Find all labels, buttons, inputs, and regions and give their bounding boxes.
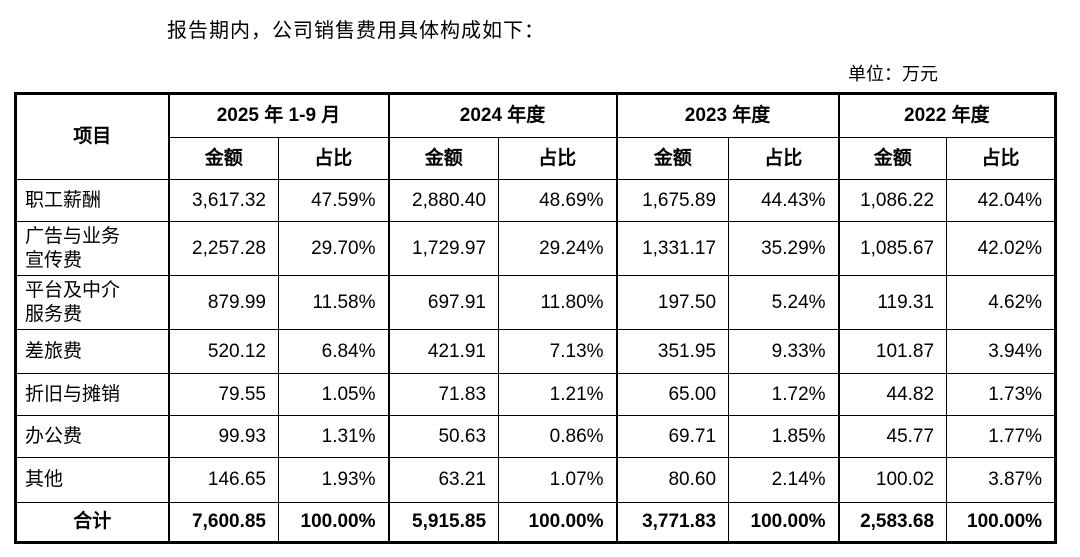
cell-value: 119.31 (837, 275, 948, 330)
row-label: 办公费 (15, 415, 169, 458)
row-label: 职工薪酬 (15, 179, 169, 222)
table-total-row: 合计 7,600.85 100.00% 5,915.85 100.00% 3,7… (15, 502, 1057, 543)
header-item: 项目 (15, 93, 169, 180)
cell-value: 0.86% (498, 415, 618, 458)
table-header-periods: 项目 2025 年 1-9 月 2024 年度 2023 年度 2022 年度 (15, 93, 1057, 180)
table-row: 折旧与摊销 79.55 1.05% 71.83 1.21% 65.00 1.72… (15, 373, 1057, 416)
header-period-2024: 2024 年度 (387, 93, 618, 138)
row-label: 折旧与摊销 (15, 373, 169, 416)
cell-value: 42.04% (946, 179, 1057, 222)
cell-value: 1,729.97 (387, 221, 500, 276)
total-value: 100.00% (946, 502, 1057, 543)
cell-value: 1,675.89 (615, 179, 730, 222)
cell-value: 2.14% (728, 457, 840, 503)
cell-value: 1,331.17 (615, 221, 730, 276)
cell-value: 520.12 (167, 329, 279, 374)
cell-value: 11.58% (277, 275, 390, 330)
row-label: 广告与业务 宣传费 (15, 221, 169, 276)
cell-value: 421.91 (387, 329, 500, 374)
cell-value: 29.24% (498, 221, 618, 276)
table-row: 其他 146.65 1.93% 63.21 1.07% 80.60 2.14% … (15, 457, 1057, 503)
header-amount: 金额 (387, 137, 500, 180)
header-amount: 金额 (167, 137, 279, 180)
cell-value: 79.55 (167, 373, 279, 416)
cell-value: 29.70% (277, 221, 390, 276)
cell-value: 80.60 (615, 457, 730, 503)
row-label: 其他 (15, 457, 169, 503)
table-header-measures: 金额 占比 金额 占比 金额 占比 金额 占比 (16, 137, 1057, 180)
row-label: 差旅费 (15, 329, 169, 374)
cell-value: 2,257.28 (167, 221, 279, 276)
cell-value: 351.95 (615, 329, 730, 374)
cell-value: 5.24% (728, 275, 840, 330)
table-row: 办公费 99.93 1.31% 50.63 0.86% 69.71 1.85% … (15, 415, 1057, 458)
total-value: 3,771.83 (615, 502, 730, 543)
cell-value: 1.07% (498, 457, 618, 503)
table-row: 广告与业务 宣传费 2,257.28 29.70% 1,729.97 29.24… (15, 221, 1057, 276)
cell-value: 101.87 (837, 329, 948, 374)
cell-value: 1.21% (498, 373, 618, 416)
total-value: 7,600.85 (167, 502, 279, 543)
cell-value: 3.87% (946, 457, 1057, 503)
cell-value: 1.72% (728, 373, 840, 416)
total-value: 2,583.68 (837, 502, 948, 543)
total-value: 5,915.85 (387, 502, 500, 543)
intro-text: 报告期内，公司销售费用具体构成如下： (167, 18, 545, 42)
cell-value: 69.71 (615, 415, 730, 458)
header-ratio: 占比 (728, 137, 840, 180)
cell-value: 100.02 (837, 457, 948, 503)
cell-value: 2,880.40 (387, 179, 500, 222)
row-label: 平台及中介 服务费 (15, 275, 169, 330)
cell-value: 35.29% (728, 221, 840, 276)
cell-value: 7.13% (498, 329, 618, 374)
total-value: 100.00% (277, 502, 390, 543)
cell-value: 44.43% (728, 179, 840, 222)
cell-value: 1.05% (277, 373, 390, 416)
cell-value: 1.93% (277, 457, 390, 503)
cell-value: 697.91 (387, 275, 500, 330)
cell-value: 63.21 (387, 457, 500, 503)
cell-value: 65.00 (615, 373, 730, 416)
cell-value: 197.50 (615, 275, 730, 330)
cell-value: 3,617.32 (167, 179, 279, 222)
header-period-2025: 2025 年 1-9 月 (167, 93, 390, 138)
cell-value: 1.85% (728, 415, 840, 458)
cell-value: 9.33% (728, 329, 840, 374)
header-ratio: 占比 (277, 137, 390, 180)
total-label: 合计 (15, 502, 169, 543)
total-value: 100.00% (728, 502, 840, 543)
cell-value: 1,085.67 (837, 221, 948, 276)
cell-value: 1,086.22 (837, 179, 948, 222)
cell-value: 1.77% (946, 415, 1057, 458)
table-row: 职工薪酬 3,617.32 47.59% 2,880.40 48.69% 1,6… (15, 179, 1057, 222)
cell-value: 1.73% (946, 373, 1057, 416)
header-ratio: 占比 (946, 137, 1057, 180)
cell-value: 11.80% (498, 275, 618, 330)
cell-value: 4.62% (946, 275, 1057, 330)
cell-value: 99.93 (167, 415, 279, 458)
cell-value: 71.83 (387, 373, 500, 416)
cell-value: 1.31% (277, 415, 390, 458)
header-period-2022: 2022 年度 (837, 93, 1057, 138)
cell-value: 6.84% (277, 329, 390, 374)
cell-value: 879.99 (167, 275, 279, 330)
unit-label: 单位：万元 (848, 64, 938, 85)
header-amount: 金额 (615, 137, 730, 180)
header-period-2023: 2023 年度 (615, 93, 840, 138)
cell-value: 48.69% (498, 179, 618, 222)
cell-value: 3.94% (946, 329, 1057, 374)
cell-value: 146.65 (167, 457, 279, 503)
total-value: 100.00% (498, 502, 618, 543)
header-amount: 金额 (837, 137, 948, 180)
cell-value: 44.82 (837, 373, 948, 416)
cell-value: 42.02% (946, 221, 1057, 276)
cell-value: 50.63 (387, 415, 500, 458)
cell-value: 47.59% (277, 179, 390, 222)
table-row: 平台及中介 服务费 879.99 11.58% 697.91 11.80% 19… (15, 275, 1057, 330)
sales-expense-table: 项目 2025 年 1-9 月 2024 年度 2023 年度 2022 年度 … (14, 92, 1058, 544)
header-ratio: 占比 (498, 137, 618, 180)
cell-value: 45.77 (837, 415, 948, 458)
table-row: 差旅费 520.12 6.84% 421.91 7.13% 351.95 9.3… (15, 329, 1057, 374)
